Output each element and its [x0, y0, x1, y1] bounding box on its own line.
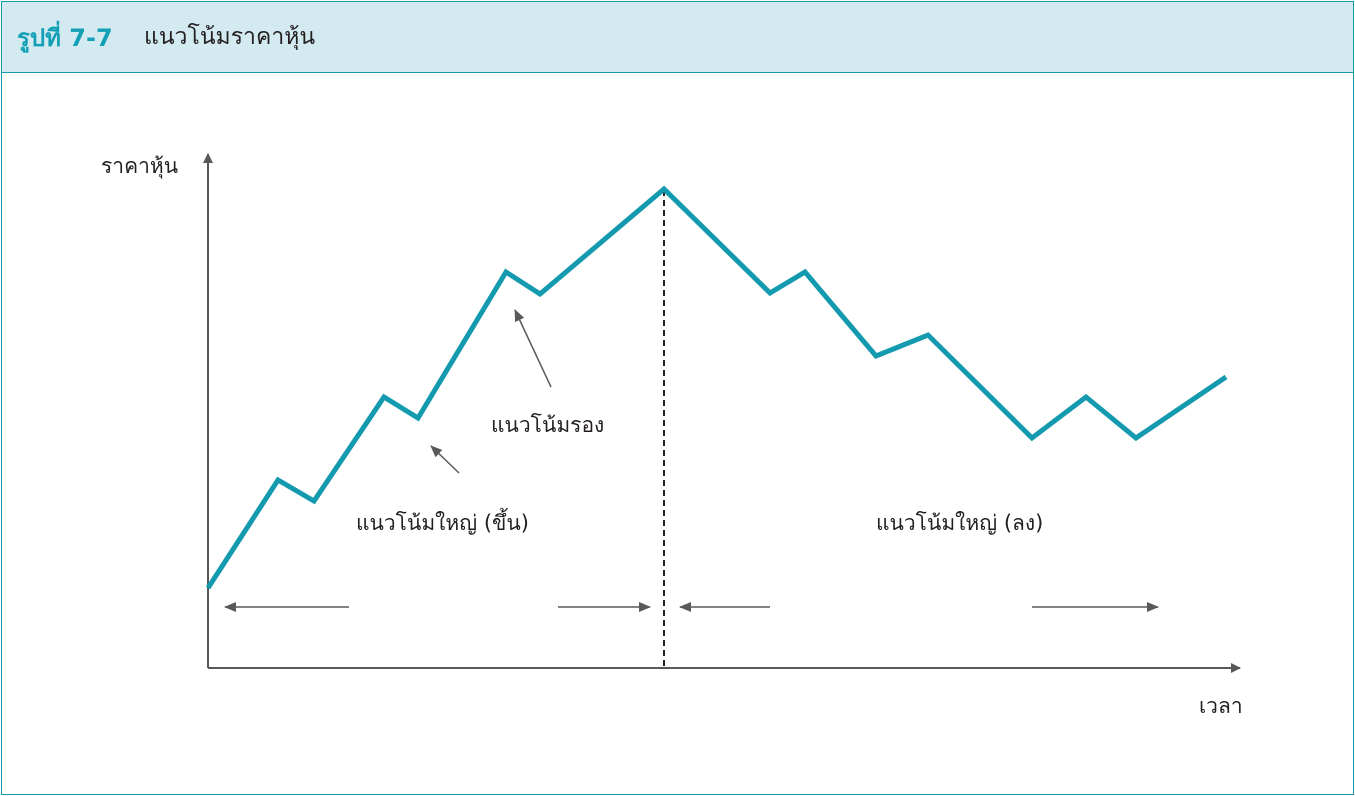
price-trend-line — [205, 185, 1228, 590]
figure-number: รูปที่ 7-7 — [17, 24, 113, 52]
secondary-trend-pointer — [514, 309, 552, 388]
primary-trend-down-label: แนวโน้มใหญ่ (ลง) — [876, 511, 1043, 535]
primary-trend-up-label: แนวโน้มใหญ่ (ขึ้น) — [356, 508, 529, 535]
figure-title: แนวโน้มราคาหุ้น — [144, 24, 316, 50]
x-axis-label: เวลา — [1199, 694, 1243, 718]
figure-header: รูปที่ 7-7 แนวโน้มราคาหุ้น — [2, 2, 1353, 73]
secondary-trend-label: แนวโน้มรอง — [491, 413, 604, 437]
y-axis-label: ราคาหุ้น — [101, 154, 178, 179]
primary-up-pointer — [430, 445, 460, 474]
